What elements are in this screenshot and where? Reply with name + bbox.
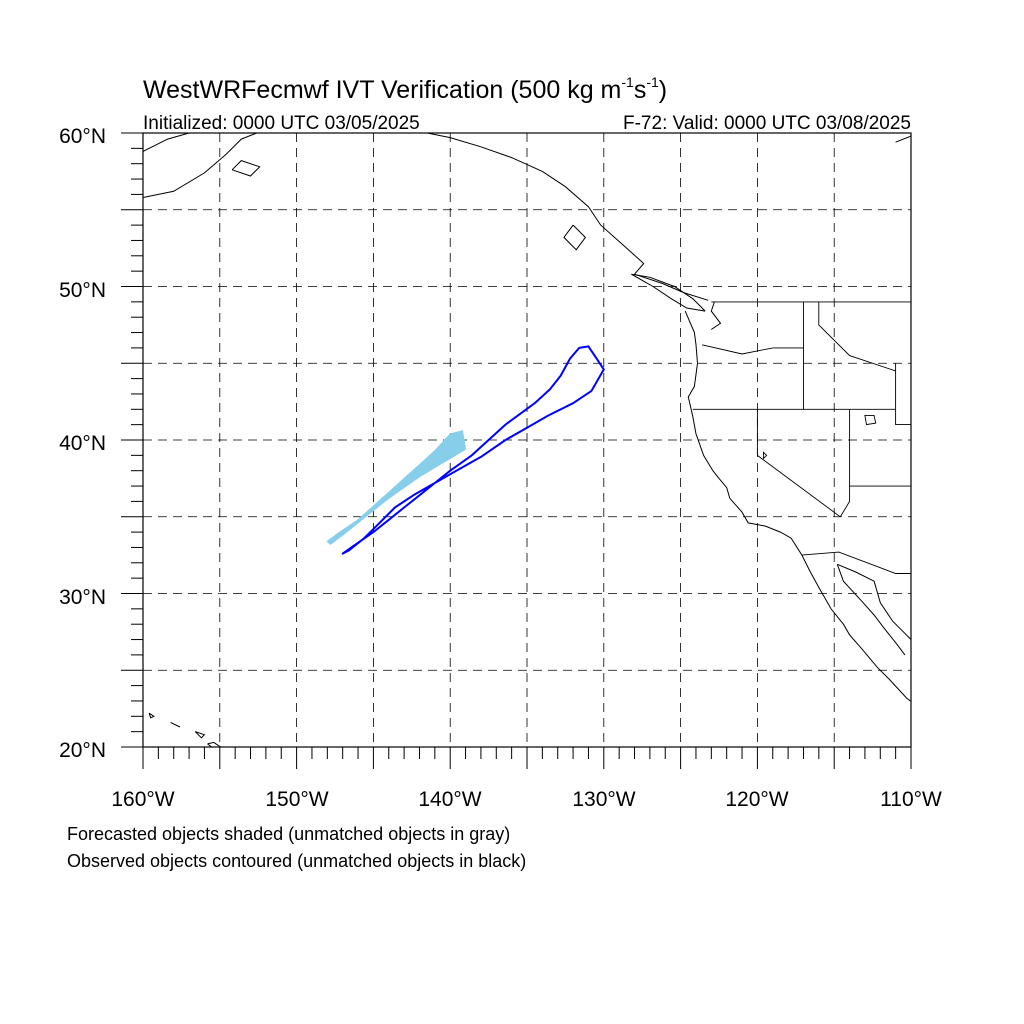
coastline <box>895 135 911 143</box>
coastline <box>427 133 709 301</box>
state-boundary <box>839 486 851 518</box>
lat-label-40n: 40°N <box>59 432 106 455</box>
lat-label-60n: 60°N <box>59 125 106 148</box>
coastline <box>710 301 722 330</box>
lon-label-150w: 150°W <box>265 788 328 811</box>
lat-label-50n: 50°N <box>59 279 106 302</box>
lake-outline <box>763 451 768 460</box>
coastline <box>231 160 261 177</box>
coastline <box>684 310 911 702</box>
lon-label-120w: 120°W <box>725 788 788 811</box>
state-boundary <box>701 344 804 355</box>
objects-layer <box>326 345 605 555</box>
initialized-label: Initialized: 0000 UTC 03/05/2025 <box>143 113 420 134</box>
state-boundary <box>818 301 896 372</box>
observed-object-contour <box>341 345 605 555</box>
state-boundary <box>849 409 911 487</box>
coastline <box>170 721 181 728</box>
valid-time-label: F-72: Valid: 0000 UTC 03/08/2025 <box>623 113 911 134</box>
coastline <box>207 741 222 747</box>
land-layer <box>143 133 911 747</box>
lon-label-130w: 130°W <box>572 788 635 811</box>
lon-label-160w: 160°W <box>111 788 174 811</box>
observed-note: Observed objects contoured (unmatched ob… <box>67 851 527 871</box>
coastline <box>563 224 587 251</box>
state-boundary <box>895 363 911 426</box>
grid-lines <box>143 133 911 747</box>
forecast-note: Forecasted objects shaded (unmatched obj… <box>67 824 511 844</box>
coastline <box>148 712 155 719</box>
lon-label-110w: 110°W <box>880 788 942 811</box>
coastline <box>194 731 206 739</box>
figure-title: WestWRFecmwf IVT Verification (500 kg m-… <box>143 74 667 104</box>
coastline <box>836 564 906 656</box>
coastline <box>143 133 257 198</box>
lat-label-30n: 30°N <box>59 586 106 609</box>
coastline <box>143 133 190 152</box>
lat-label-20n: 20°N <box>59 739 106 762</box>
lon-label-140w: 140°W <box>418 788 481 811</box>
coastline <box>837 563 911 640</box>
state-boundary <box>756 409 841 518</box>
state-boundary <box>801 551 911 574</box>
coastline <box>631 273 706 312</box>
axis-ticks <box>121 132 912 769</box>
forecast-object-shading <box>326 430 467 546</box>
lake-outline <box>864 414 877 426</box>
